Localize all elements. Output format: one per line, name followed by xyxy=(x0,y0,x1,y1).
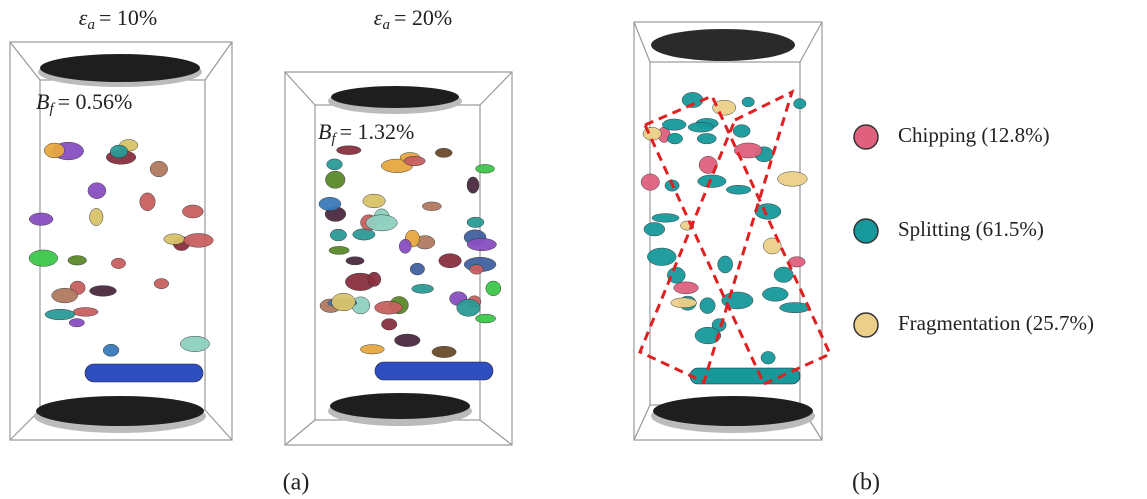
breakage-label: Bf= 0.56% xyxy=(36,89,132,117)
fragment xyxy=(467,217,484,227)
fragment xyxy=(761,351,775,364)
fragment xyxy=(69,319,84,327)
fragment xyxy=(435,148,452,157)
fragment xyxy=(29,250,58,266)
legend-swatch xyxy=(854,313,878,337)
fragment xyxy=(726,185,751,194)
fragment xyxy=(110,145,128,158)
fragment xyxy=(330,229,346,241)
fragment xyxy=(457,299,480,316)
fragment xyxy=(794,99,806,109)
fragment xyxy=(332,293,356,311)
breakage-label: Bf= 1.32% xyxy=(318,119,414,147)
fragment xyxy=(375,362,493,380)
legend-label: Chipping (12.8%) xyxy=(898,123,1050,147)
fragment xyxy=(180,336,209,351)
fragment xyxy=(700,298,715,314)
fragment xyxy=(360,345,384,354)
fragment xyxy=(375,301,403,314)
fragment xyxy=(667,133,682,144)
fragment xyxy=(742,97,754,107)
strain-label: εa= 10% xyxy=(79,5,157,33)
fragment xyxy=(381,319,397,330)
fragment xyxy=(395,334,421,347)
fragment xyxy=(319,197,341,210)
fragment xyxy=(346,257,364,265)
fragment xyxy=(90,286,117,297)
fragment xyxy=(368,272,381,286)
fragment xyxy=(88,183,106,199)
fragment xyxy=(85,364,203,382)
legend-label: Fragmentation (25.7%) xyxy=(898,311,1094,335)
fragment xyxy=(432,346,456,357)
fragment xyxy=(182,205,203,218)
fragment xyxy=(486,281,501,296)
particle-fragments xyxy=(29,92,810,384)
figure: εa= 10% Bf= 0.56% εa= 20% Bf= 1.32% (a) … xyxy=(0,0,1147,499)
fragment xyxy=(366,215,398,231)
fragment xyxy=(475,314,495,323)
fragment xyxy=(647,248,676,266)
fragment xyxy=(404,156,425,166)
legend-label: Splitting (61.5%) xyxy=(898,217,1044,241)
fragment xyxy=(45,309,75,320)
fragment xyxy=(399,239,411,253)
fragment xyxy=(363,194,385,208)
fragment xyxy=(641,174,659,190)
legend-swatch xyxy=(854,219,878,243)
fragment xyxy=(184,233,213,247)
fragment xyxy=(73,307,98,316)
fragment xyxy=(778,172,808,187)
fragment xyxy=(353,229,375,240)
fragment xyxy=(68,256,87,266)
fragment xyxy=(476,164,495,173)
fragment xyxy=(154,279,169,289)
strain-label: εa= 20% xyxy=(374,5,452,33)
fragment xyxy=(329,246,349,254)
fragment xyxy=(467,177,479,193)
fragment xyxy=(44,143,64,158)
fragment xyxy=(140,193,155,211)
fragment xyxy=(412,284,434,293)
caption: (a) xyxy=(283,470,310,496)
fragment xyxy=(674,282,699,294)
legend-swatch xyxy=(854,125,878,149)
fragment xyxy=(29,213,53,225)
fragment xyxy=(652,214,679,223)
fragment xyxy=(470,265,484,275)
fragment xyxy=(410,263,424,275)
fragment xyxy=(164,234,185,245)
fragment xyxy=(325,171,345,188)
fragment xyxy=(103,344,119,356)
caption: (b) xyxy=(852,470,880,496)
fragment xyxy=(698,175,726,188)
fragment xyxy=(718,256,733,273)
fragment xyxy=(467,238,496,250)
fragment xyxy=(671,298,697,308)
fragment xyxy=(327,159,343,170)
fragment xyxy=(662,119,686,130)
fragment xyxy=(52,288,78,303)
fragment xyxy=(697,133,716,144)
fragment xyxy=(688,122,714,132)
fragment xyxy=(762,287,788,301)
fragment xyxy=(111,258,125,268)
fragment xyxy=(644,222,665,235)
fragment xyxy=(439,254,462,268)
legend: Chipping (12.8%) Splitting (61.5%) Fragmen… xyxy=(854,123,1094,337)
fragment xyxy=(422,202,441,211)
fragment xyxy=(733,125,750,138)
fragment xyxy=(89,208,103,225)
fragment xyxy=(150,161,167,177)
fragment xyxy=(337,146,361,155)
